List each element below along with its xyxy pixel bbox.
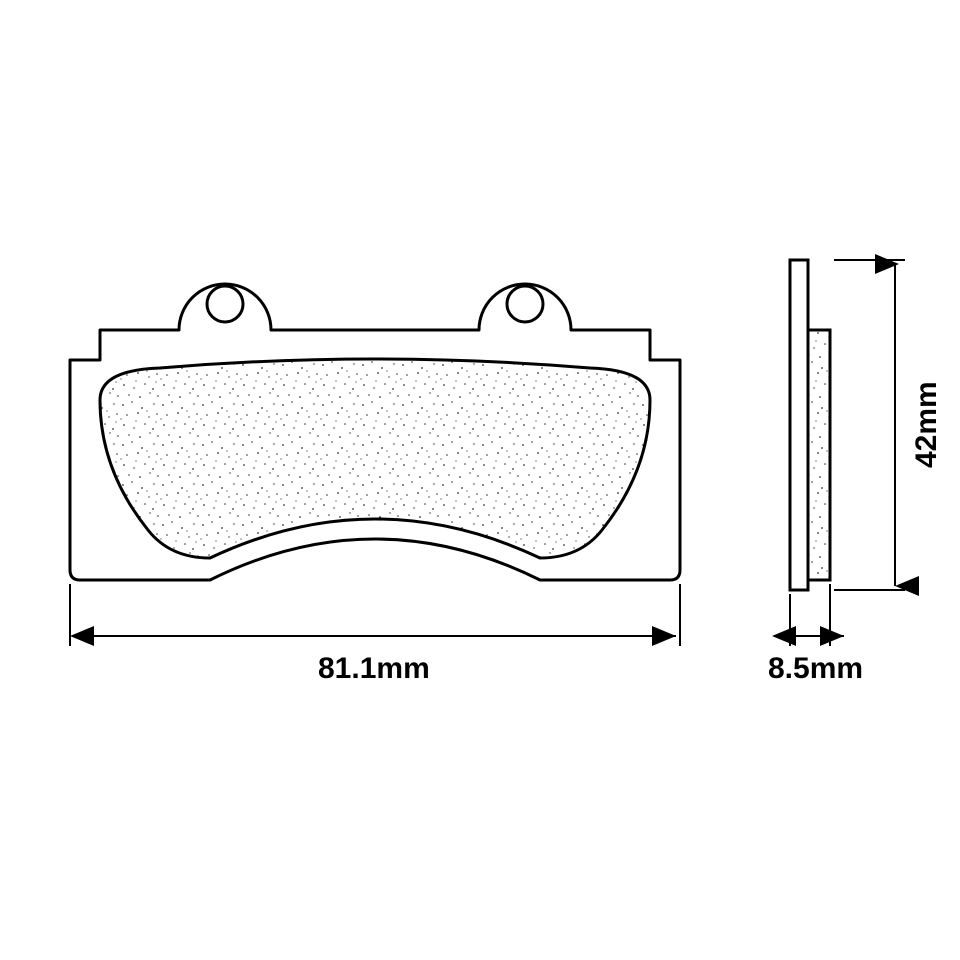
diagram-canvas: 81.1mm 8.5mm 42mm [0,0,960,960]
brake-pad-drawing [0,0,960,960]
side-view [790,260,830,590]
thickness-label: 8.5mm [768,652,863,686]
width-label: 81.1mm [318,652,430,686]
height-label: 42mm [910,381,944,468]
